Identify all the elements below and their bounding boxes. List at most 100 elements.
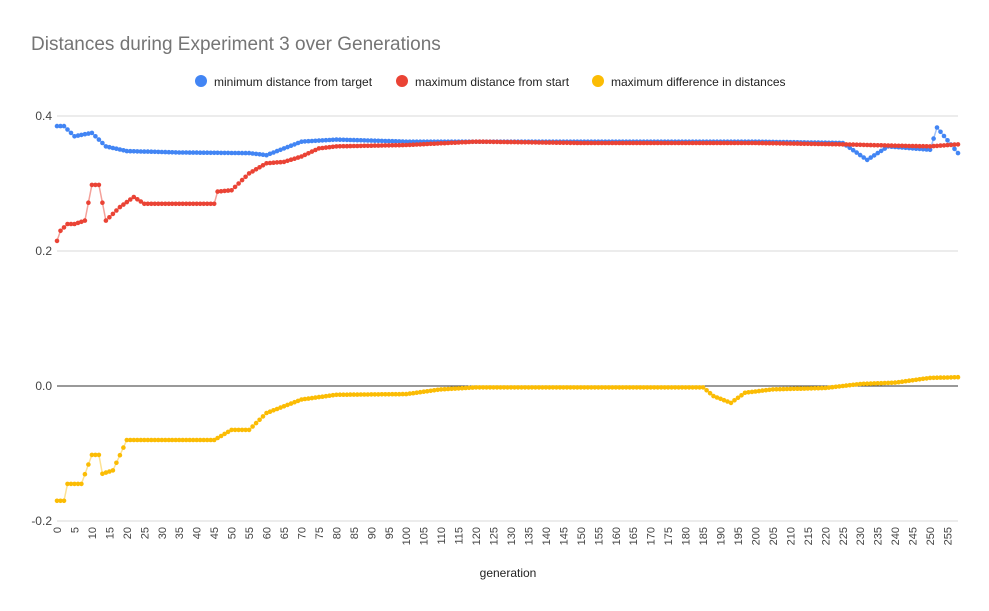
data-point-series-2 <box>802 386 807 391</box>
data-point-series-1 <box>644 140 650 146</box>
x-tick-label: 250 <box>925 527 937 545</box>
data-point-series-1 <box>410 142 416 147</box>
data-point-series-2 <box>142 437 147 443</box>
x-tick-label: 195 <box>733 527 745 545</box>
data-point-series-1 <box>802 141 807 147</box>
data-point-series-0 <box>131 149 137 154</box>
data-point-series-0 <box>211 150 217 156</box>
data-point-series-0 <box>145 149 151 154</box>
data-point-series-2 <box>487 385 493 390</box>
data-point-series-1 <box>934 143 940 149</box>
x-tick-label: 215 <box>803 527 815 545</box>
data-point-series-1 <box>166 201 172 207</box>
data-point-series-2 <box>121 445 126 450</box>
data-point-series-1 <box>791 141 797 146</box>
data-point-series-2 <box>316 394 322 400</box>
data-point-series-1 <box>424 141 430 147</box>
data-point-series-1 <box>505 139 510 145</box>
data-point-series-2 <box>145 437 151 443</box>
data-point-series-2 <box>232 427 238 433</box>
data-point-series-1 <box>351 143 357 149</box>
data-point-series-2 <box>250 424 255 429</box>
data-point-series-1 <box>868 142 873 148</box>
data-point-series-2 <box>561 385 566 390</box>
data-point-series-1 <box>477 139 482 144</box>
data-point-series-1 <box>892 143 898 148</box>
data-point-series-1 <box>250 169 255 174</box>
data-point-series-1 <box>487 139 493 145</box>
data-point-series-1 <box>704 140 709 146</box>
data-point-series-2 <box>501 385 507 390</box>
data-point-series-1 <box>927 144 933 149</box>
data-point-series-1 <box>197 201 203 207</box>
x-tick-label: 10 <box>87 527 99 539</box>
data-point-series-2 <box>491 385 496 390</box>
data-point-series-1 <box>920 143 926 149</box>
data-point-series-0 <box>166 149 172 155</box>
data-point-series-0 <box>941 133 947 139</box>
data-point-series-2 <box>393 391 399 397</box>
data-point-series-2 <box>536 385 542 390</box>
data-point-series-2 <box>658 385 664 390</box>
data-point-series-1 <box>480 139 486 144</box>
data-point-series-1 <box>498 139 503 145</box>
data-point-series-0 <box>327 137 332 143</box>
x-tick-label: 75 <box>314 527 326 539</box>
data-point-series-2 <box>896 379 901 385</box>
data-point-series-2 <box>445 386 451 392</box>
data-point-series-0 <box>135 149 140 154</box>
data-point-series-1 <box>721 140 727 146</box>
data-point-series-2 <box>676 385 681 390</box>
data-point-series-1 <box>941 143 947 148</box>
data-point-series-1 <box>204 201 210 207</box>
data-point-series-2 <box>795 386 800 392</box>
data-point-series-2 <box>75 481 81 487</box>
data-point-series-1 <box>690 140 695 146</box>
data-point-series-0 <box>176 150 182 155</box>
x-tick-label: 180 <box>681 527 693 545</box>
data-point-series-2 <box>630 385 636 390</box>
legend: minimum distance from target maximum dis… <box>195 75 786 89</box>
data-point-series-2 <box>613 385 619 390</box>
data-point-series-0 <box>117 147 123 152</box>
data-point-series-1 <box>390 143 395 148</box>
data-point-series-0 <box>72 134 77 139</box>
data-point-series-2 <box>369 392 374 397</box>
data-point-series-0 <box>215 150 220 156</box>
data-point-series-1 <box>599 140 605 146</box>
data-point-series-1 <box>903 143 908 149</box>
data-point-series-2 <box>313 395 318 400</box>
data-point-series-2 <box>816 385 821 391</box>
data-point-series-1 <box>442 140 447 146</box>
data-point-series-1 <box>603 140 608 146</box>
data-point-series-2 <box>760 388 765 393</box>
data-point-series-1 <box>749 140 755 146</box>
data-point-series-2 <box>623 385 629 390</box>
data-point-series-2 <box>327 393 332 399</box>
x-tick-label: 90 <box>366 527 378 539</box>
data-point-series-0 <box>138 149 144 154</box>
data-point-series-1 <box>358 143 364 149</box>
data-point-series-0 <box>292 142 297 147</box>
data-point-series-0 <box>931 136 936 141</box>
data-point-series-2 <box>543 385 549 390</box>
data-point-series-2 <box>767 387 772 393</box>
data-point-series-2 <box>651 385 657 390</box>
data-point-series-1 <box>732 140 737 146</box>
data-point-series-2 <box>89 452 95 458</box>
data-point-series-1 <box>372 143 378 148</box>
x-tick-label: 225 <box>838 527 850 545</box>
data-point-series-1 <box>428 141 434 147</box>
data-point-series-2 <box>788 386 793 392</box>
data-point-series-2 <box>110 468 116 473</box>
data-point-series-0 <box>278 147 283 153</box>
data-point-series-0 <box>861 155 866 160</box>
x-tick-label: 80 <box>331 527 343 539</box>
y-tick-label: 0.0 <box>35 379 52 393</box>
data-point-series-2 <box>777 386 783 392</box>
data-point-series-0 <box>260 152 266 157</box>
data-point-series-0 <box>369 138 374 143</box>
data-point-series-0 <box>201 150 206 155</box>
data-point-series-2 <box>889 380 894 386</box>
data-point-series-2 <box>344 392 350 398</box>
